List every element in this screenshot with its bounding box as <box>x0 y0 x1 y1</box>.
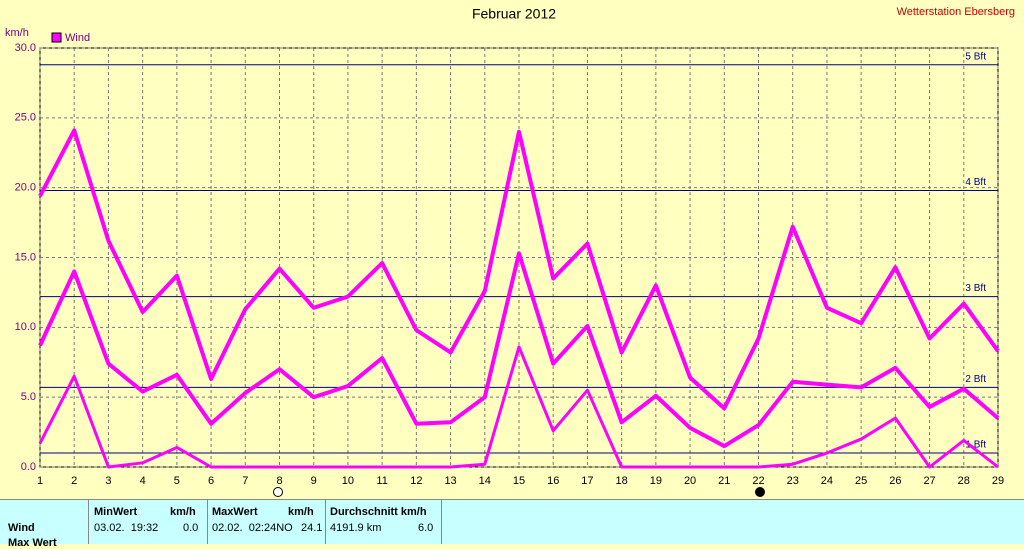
x-tick-label: 1 <box>37 475 43 487</box>
header: km/h <box>170 506 196 518</box>
y-tick-label: 10.0 <box>15 321 36 333</box>
cell: 03.02. 19:32 <box>94 522 159 534</box>
x-tick-label: 27 <box>923 475 935 487</box>
x-tick-label: 4 <box>140 475 146 487</box>
y-axis-label: km/h <box>5 27 29 39</box>
x-tick-label: 13 <box>444 475 456 487</box>
divider <box>88 500 89 544</box>
x-tick-label: 26 <box>889 475 901 487</box>
bft-label: 5 Bft <box>965 51 986 62</box>
header: km/h <box>288 506 314 518</box>
row-label: Max Wert <box>8 537 57 549</box>
header: Durchschnitt km/h <box>330 506 427 518</box>
x-tick-label: 11 <box>376 475 387 487</box>
divider <box>441 500 442 544</box>
cell: 24.1 <box>301 522 323 534</box>
y-tick-label: 20.0 <box>15 182 36 194</box>
x-tick-label: 15 <box>513 475 525 487</box>
x-tick-label: 7 <box>242 475 248 487</box>
wind-line <box>38 128 1000 411</box>
x-tick-label: 9 <box>311 475 317 487</box>
bft-label: 4 Bft <box>965 177 986 188</box>
x-tick-label: 10 <box>342 475 354 487</box>
x-tick-label: 22 <box>752 475 764 487</box>
legend-label: Wind <box>65 32 90 44</box>
y-tick-label: 5.0 <box>21 391 36 403</box>
x-tick-label: 19 <box>650 475 662 487</box>
legend-swatch <box>51 32 62 43</box>
x-tick-label: 18 <box>616 475 628 487</box>
x-tick-label: 8 <box>276 475 282 487</box>
x-tick-label: 21 <box>718 475 730 487</box>
x-tick-label: 29 <box>992 475 1004 487</box>
cell: 6.0 <box>418 522 434 534</box>
moon-icon <box>755 487 765 497</box>
row-label: Wind <box>8 522 35 534</box>
bft-label: 3 Bft <box>965 283 986 294</box>
x-tick-label: 2 <box>71 475 77 487</box>
x-tick-label: 17 <box>581 475 593 487</box>
x-tick-label: 14 <box>479 475 491 487</box>
wind-line <box>38 345 999 469</box>
x-tick-label: 28 <box>958 475 970 487</box>
header: MaxWert <box>212 506 258 518</box>
y-tick-label: 30.0 <box>15 42 36 54</box>
bft-label: 1 Bft <box>965 440 986 451</box>
x-tick-label: 3 <box>105 475 111 487</box>
x-tick-label: 23 <box>787 475 799 487</box>
x-tick-label: 6 <box>208 475 214 487</box>
bft-label: 2 Bft <box>965 374 986 385</box>
x-tick-label: 24 <box>821 475 833 487</box>
cell: 0.0 <box>183 522 199 534</box>
x-tick-label: 5 <box>174 475 180 487</box>
moon-icon <box>273 487 283 497</box>
y-tick-label: 0.0 <box>21 461 36 473</box>
x-tick-label: 25 <box>855 475 867 487</box>
y-tick-label: 15.0 <box>15 251 36 263</box>
divider <box>325 500 326 544</box>
wind-line <box>38 251 1000 449</box>
x-tick-label: 16 <box>547 475 559 487</box>
y-tick-label: 25.0 <box>15 112 36 124</box>
x-tick-label: 12 <box>410 475 422 487</box>
cell: 4191.9 km <box>330 522 382 534</box>
divider <box>207 500 208 544</box>
x-tick-label: 20 <box>684 475 696 487</box>
header: MinWert <box>94 506 138 518</box>
station-name: Wetterstation Ebersberg <box>897 6 1015 18</box>
chart: Februar 2012 Wetterstation Ebersberg km/… <box>5 6 1015 497</box>
chart-title: Februar 2012 <box>472 6 556 22</box>
stats-table: MinWert km/h MaxWert km/h Durchschnitt k… <box>0 499 1024 549</box>
cell: 02.02. 02:24NO <box>212 522 293 534</box>
